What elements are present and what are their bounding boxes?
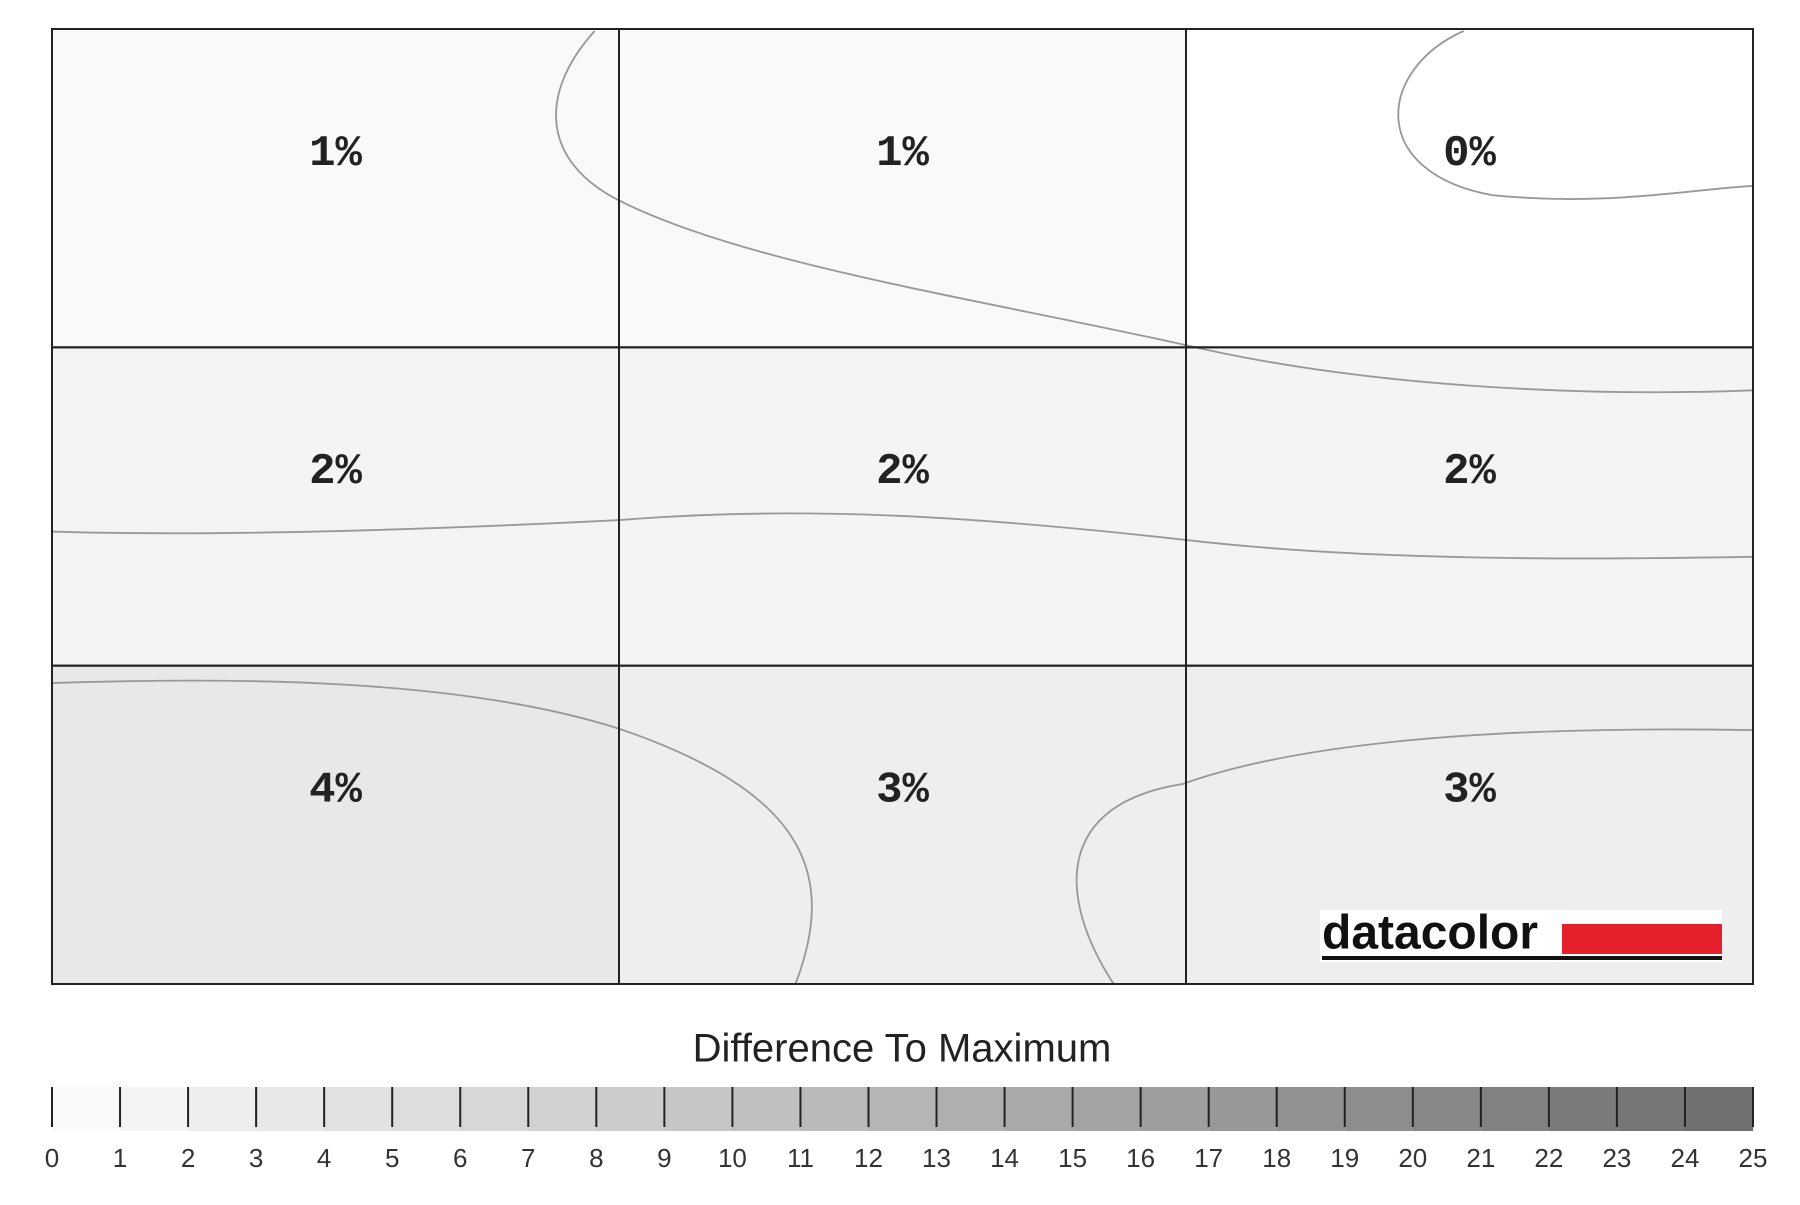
cell-label: 2% [876, 447, 929, 497]
colorbar-segment [868, 1087, 937, 1131]
contour-line [51, 512, 1754, 560]
cell-label: 4% [309, 765, 362, 815]
colorbar-tick-label: 4 [317, 1143, 331, 1173]
contours [51, 30, 1754, 985]
colorbar-tick-label: 14 [990, 1143, 1019, 1173]
colorbar-segment [188, 1087, 257, 1131]
colorbar-tick-label: 19 [1330, 1143, 1359, 1173]
heatmap-cell [619, 347, 1186, 666]
contour-line [51, 679, 813, 985]
colorbar-segment [664, 1087, 733, 1131]
colorbar-segment [120, 1087, 189, 1131]
logo-bar [1562, 924, 1722, 954]
colorbar-segment [1548, 1087, 1617, 1131]
colorbar-tick-label: 13 [922, 1143, 951, 1173]
cell-label: 1% [309, 129, 362, 179]
colorbar-tick-label: 15 [1058, 1143, 1087, 1173]
colorbar-segment [1140, 1087, 1209, 1131]
colorbar-tick-label: 24 [1670, 1143, 1699, 1173]
cell-label: 3% [876, 765, 929, 815]
colorbar-segment [324, 1087, 393, 1131]
colorbar-tick-label: 9 [657, 1143, 671, 1173]
colorbar-tick-label: 22 [1534, 1143, 1563, 1173]
colorbar-segment [596, 1087, 665, 1131]
contour-line [1397, 30, 1754, 200]
cell-label: 2% [309, 447, 362, 497]
colorbar-tick-label: 0 [45, 1143, 59, 1173]
cell-label: 1% [876, 129, 929, 179]
heatmap-cell [1186, 347, 1753, 666]
logo: datacolor [1320, 907, 1722, 962]
heatmap-cell [52, 665, 619, 984]
colorbar-tick-label: 16 [1126, 1143, 1155, 1173]
colorbar-tick-label: 17 [1194, 1143, 1223, 1173]
contour-line [1075, 728, 1754, 985]
logo-text: datacolor [1322, 907, 1538, 960]
colorbar-tick-label: 8 [589, 1143, 603, 1173]
colorbar-tick-label: 20 [1398, 1143, 1427, 1173]
colorbar-segment [800, 1087, 869, 1131]
heatmap-cell [1186, 29, 1753, 348]
colorbar-tick-label: 3 [249, 1143, 263, 1173]
colorbar-segment [528, 1087, 597, 1131]
colorbar-segment [1480, 1087, 1549, 1131]
colorbar-title: Difference To Maximum [693, 1027, 1112, 1071]
colorbar-segment [732, 1087, 801, 1131]
cell-label: 3% [1443, 765, 1496, 815]
colorbar-tick-label: 25 [1739, 1143, 1768, 1173]
heatmap-cell [52, 347, 619, 666]
colorbar-segment [1208, 1087, 1277, 1131]
colorbar-segment [392, 1087, 461, 1131]
colorbar-tick-label: 11 [787, 1143, 814, 1173]
colorbar-segment [936, 1087, 1005, 1131]
colorbar-tick-label: 6 [453, 1143, 467, 1173]
colorbar-segment [1004, 1087, 1073, 1131]
colorbar-segment [1276, 1087, 1345, 1131]
cell-border [1185, 664, 1754, 986]
colorbar-tick-label: 1 [113, 1143, 127, 1173]
colorbar-tick-label: 18 [1262, 1143, 1291, 1173]
colorbar-segment [1412, 1087, 1481, 1131]
colorbar-segment [1344, 1087, 1413, 1131]
colorbar-tick-label: 5 [385, 1143, 399, 1173]
heatmap-cell [52, 29, 619, 348]
colorbar-tick-label: 2 [181, 1143, 195, 1173]
colorbar-tick-label: 7 [521, 1143, 535, 1173]
heatmap: 1% 1% 0% 2% 2% 2% 4% 3% 3% [52, 29, 1753, 984]
colorbar-segment [1072, 1087, 1141, 1131]
colorbar-segment [1616, 1087, 1685, 1131]
heatmap-cell [619, 665, 1186, 984]
contour-line [555, 30, 1754, 394]
colorbar-tick-label: 21 [1466, 1143, 1495, 1173]
colorbar-segment [256, 1087, 325, 1131]
colorbar: 0 1 2 3 4 5 6 7 8 9 10 11 12 13 14 15 16 17 18 19 20 21 22 23 24… [45, 1087, 1768, 1173]
logo-underline [1322, 956, 1722, 960]
colorbar-tick-label: 10 [718, 1143, 747, 1173]
colorbar-segment [460, 1087, 529, 1131]
heatmap-cell [619, 29, 1186, 348]
cell-label: 2% [1443, 447, 1496, 497]
colorbar-segment [1684, 1087, 1753, 1131]
colorbar-segment [52, 1087, 121, 1131]
colorbar-tick-label: 23 [1602, 1143, 1631, 1173]
cell-grid [51, 28, 1754, 986]
cell-label: 0% [1443, 129, 1496, 179]
colorbar-tick-label: 12 [854, 1143, 883, 1173]
